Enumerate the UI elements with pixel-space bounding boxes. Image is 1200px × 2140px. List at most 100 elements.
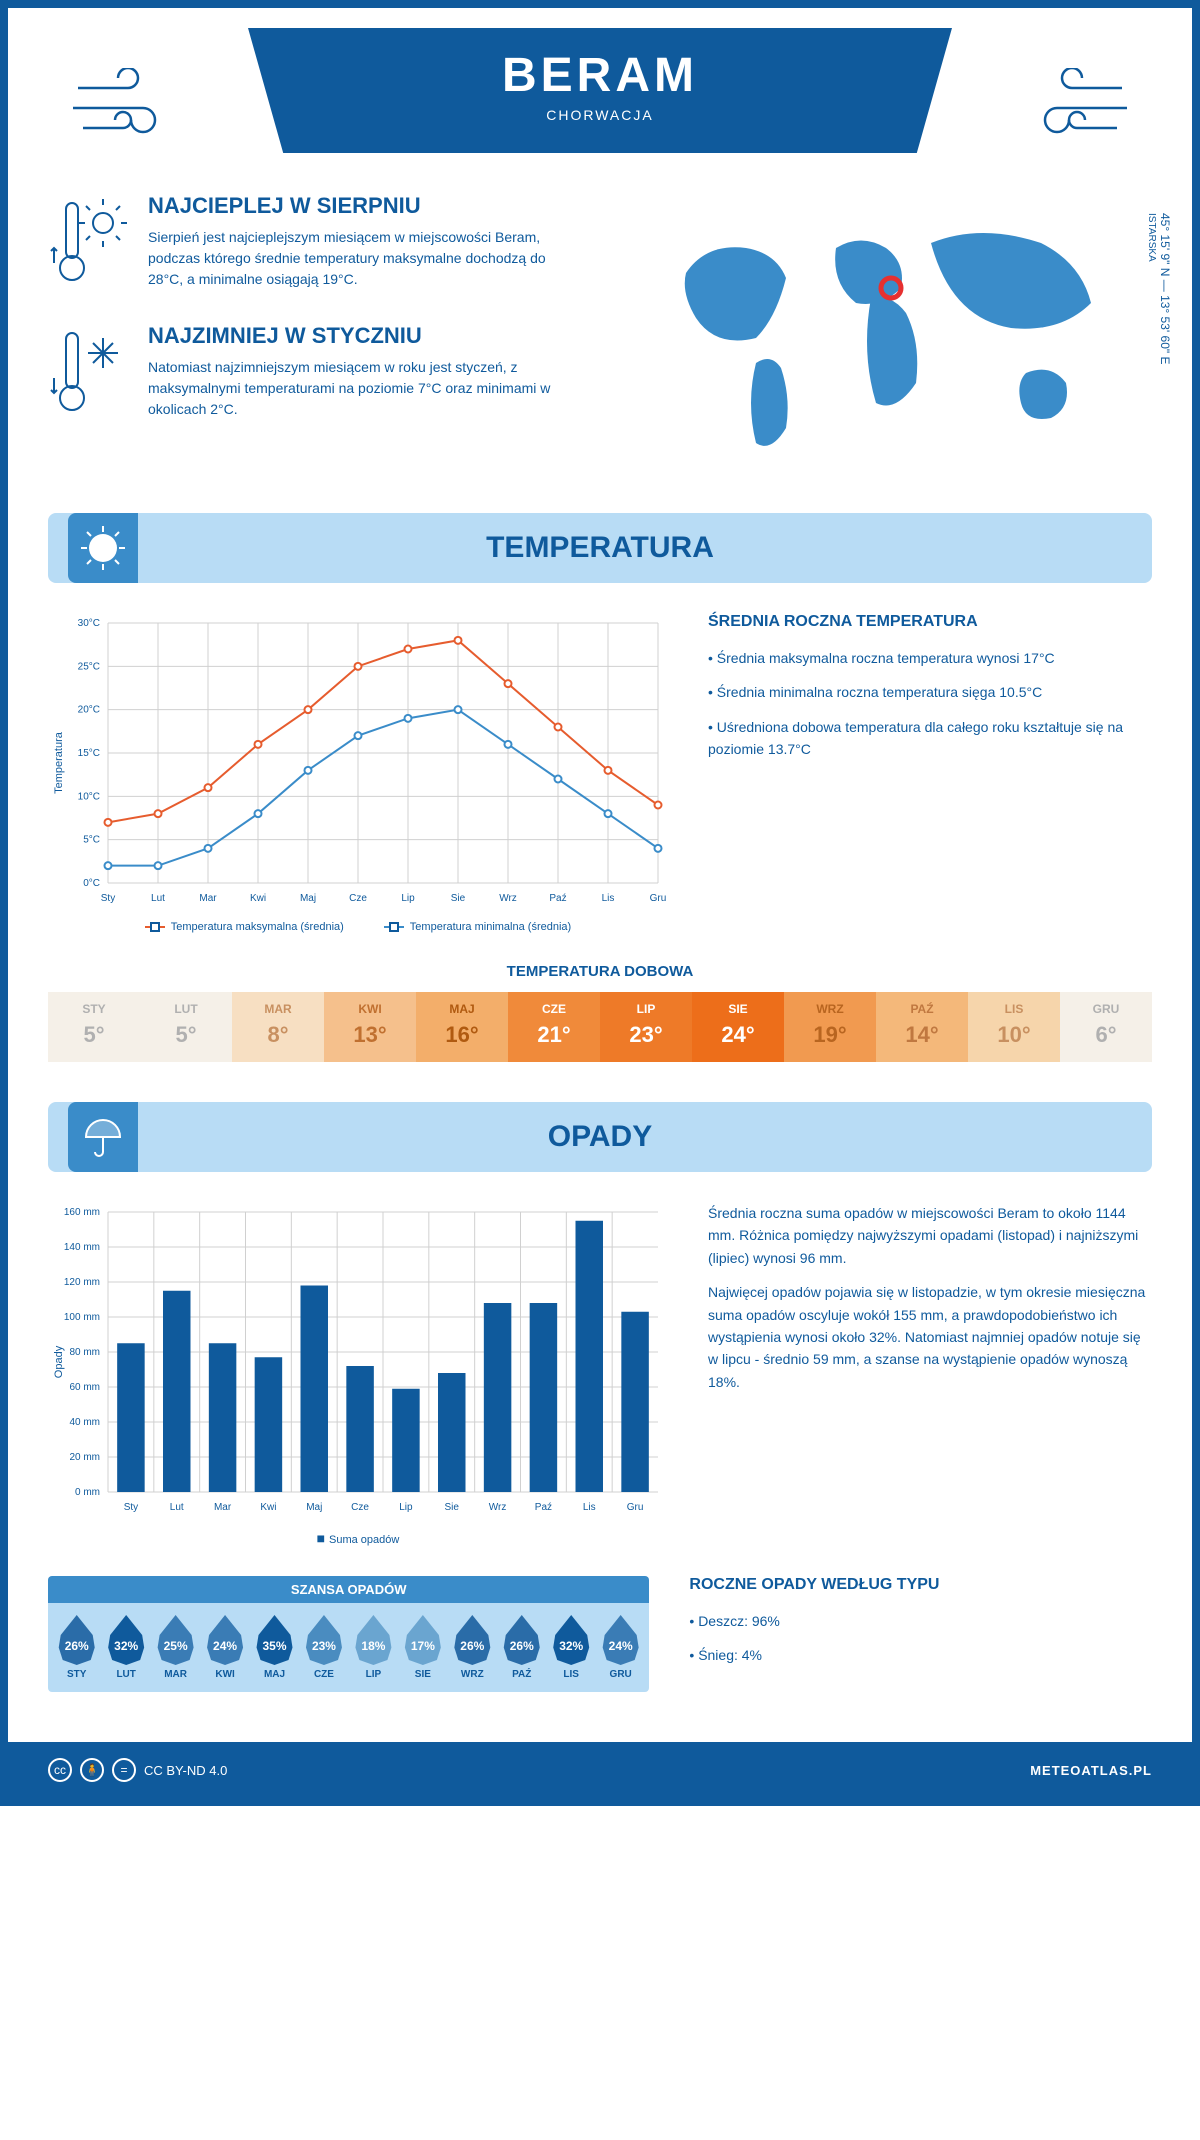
precip-chance-cell: 18%LIP bbox=[351, 1615, 396, 1680]
coldest-text: Natomiast najzimniejszym miesiącem w rok… bbox=[148, 357, 580, 420]
svg-text:60 mm: 60 mm bbox=[69, 1382, 100, 1393]
daily-temp-cell: WRZ19° bbox=[784, 992, 876, 1062]
sun-icon bbox=[68, 513, 138, 583]
svg-text:Mar: Mar bbox=[199, 893, 217, 904]
daily-temp-cell: GRU6° bbox=[1060, 992, 1152, 1062]
svg-text:Lut: Lut bbox=[170, 1502, 184, 1513]
svg-text:Gru: Gru bbox=[627, 1502, 644, 1513]
svg-text:Lut: Lut bbox=[151, 893, 165, 904]
wind-deco-left-icon bbox=[68, 68, 178, 148]
svg-text:40 mm: 40 mm bbox=[69, 1417, 100, 1428]
svg-text:20°C: 20°C bbox=[78, 705, 100, 716]
svg-text:Wrz: Wrz bbox=[499, 893, 517, 904]
umbrella-icon bbox=[68, 1102, 138, 1172]
thermometer-snow-icon bbox=[48, 323, 128, 423]
precip-legend: Suma opadów bbox=[48, 1530, 668, 1546]
location-title: BERAM bbox=[248, 48, 952, 103]
precip-chance-cell: 26%STY bbox=[54, 1615, 99, 1680]
daily-temp-cell: CZE21° bbox=[508, 992, 600, 1062]
svg-text:Sie: Sie bbox=[445, 1502, 460, 1513]
nd-icon: = bbox=[112, 1758, 136, 1782]
daily-temp-header: TEMPERATURA DOBOWA bbox=[48, 963, 1152, 980]
by-icon: 🧍 bbox=[80, 1758, 104, 1782]
precip-chance-cell: 24%KWI bbox=[202, 1615, 247, 1680]
svg-text:Lis: Lis bbox=[583, 1502, 596, 1513]
temperature-section-header: TEMPERATURA bbox=[48, 513, 1152, 583]
country-subtitle: CHORWACJA bbox=[248, 107, 952, 123]
coldest-fact: NAJZIMNIEJ W STYCZNIU Natomiast najzimni… bbox=[48, 323, 580, 423]
precip-chance-grid: 26%STY32%LUT25%MAR24%KWI35%MAJ23%CZE18%L… bbox=[48, 1603, 649, 1692]
warmest-fact: NAJCIEPLEJ W SIERPNIU Sierpień jest najc… bbox=[48, 193, 580, 293]
svg-text:30°C: 30°C bbox=[78, 618, 100, 629]
coldest-title: NAJZIMNIEJ W STYCZNIU bbox=[148, 323, 580, 349]
daily-temp-cell: STY5° bbox=[48, 992, 140, 1062]
svg-text:80 mm: 80 mm bbox=[69, 1347, 100, 1358]
precip-type: ROCZNE OPADY WEDŁUG TYPU Deszcz: 96%Śnie… bbox=[689, 1576, 1152, 1692]
precip-chance-header: SZANSA OPADÓW bbox=[48, 1576, 649, 1603]
page-footer: cc 🧍 = CC BY-ND 4.0 METEOATLAS.PL bbox=[8, 1742, 1192, 1798]
precip-chance-cell: 24%GRU bbox=[598, 1615, 643, 1680]
temp-annual-text: ŚREDNIA ROCZNA TEMPERATURA Średnia maksy… bbox=[708, 613, 1152, 933]
cc-icon: cc bbox=[48, 1758, 72, 1782]
svg-text:25°C: 25°C bbox=[78, 661, 100, 672]
daily-temp-cell: KWI13° bbox=[324, 992, 416, 1062]
svg-text:Maj: Maj bbox=[306, 1502, 322, 1513]
temperature-line-chart: 0°C5°C10°C15°C20°C25°C30°CStyLutMarKwiMa… bbox=[48, 613, 668, 933]
svg-text:160 mm: 160 mm bbox=[64, 1207, 100, 1218]
world-map: 45° 15' 9" N — 13° 53' 60" E ISTARSKA bbox=[620, 193, 1152, 473]
warmest-text: Sierpień jest najcieplejszym miesiącem w… bbox=[148, 227, 580, 290]
precip-chance-cell: 32%LIS bbox=[548, 1615, 593, 1680]
svg-text:10°C: 10°C bbox=[78, 791, 100, 802]
svg-text:Sty: Sty bbox=[124, 1502, 138, 1513]
svg-text:Cze: Cze bbox=[351, 1502, 369, 1513]
svg-text:Wrz: Wrz bbox=[489, 1502, 507, 1513]
svg-text:Sie: Sie bbox=[451, 893, 466, 904]
temp-chart-legend: Temperatura maksymalna (średnia) Tempera… bbox=[48, 921, 668, 933]
precip-chance-cell: 26%WRZ bbox=[450, 1615, 495, 1680]
precip-bar-chart: 0 mm 20 mm 40 mm 60 mm 80 mm 100 mm 120 mm 140 … bbox=[48, 1202, 668, 1546]
precip-chance-cell: 25%MAR bbox=[153, 1615, 198, 1680]
daily-temp-table: STY5°LUT5°MAR8°KWI13°MAJ16°CZE21°LIP23°S… bbox=[48, 992, 1152, 1062]
svg-text:140 mm: 140 mm bbox=[64, 1242, 100, 1253]
license-badge: cc 🧍 = CC BY-ND 4.0 bbox=[48, 1758, 227, 1782]
daily-temp-cell: MAR8° bbox=[232, 992, 324, 1062]
warmest-title: NAJCIEPLEJ W SIERPNIU bbox=[148, 193, 580, 219]
precip-chance-cell: 32%LUT bbox=[103, 1615, 148, 1680]
svg-text:Maj: Maj bbox=[300, 893, 316, 904]
svg-text:Lip: Lip bbox=[399, 1502, 413, 1513]
svg-text:15°C: 15°C bbox=[78, 748, 100, 759]
svg-text:20 mm: 20 mm bbox=[69, 1452, 100, 1463]
svg-text:Lip: Lip bbox=[401, 893, 415, 904]
svg-text:Gru: Gru bbox=[650, 893, 667, 904]
precip-section-header: OPADY bbox=[48, 1102, 1152, 1172]
svg-text:100 mm: 100 mm bbox=[64, 1312, 100, 1323]
svg-text:Paź: Paź bbox=[535, 1502, 552, 1513]
thermometer-sun-icon bbox=[48, 193, 128, 293]
precip-chance-cell: 26%PAŹ bbox=[499, 1615, 544, 1680]
site-name: METEOATLAS.PL bbox=[1030, 1763, 1152, 1778]
daily-temp-cell: PAŹ14° bbox=[876, 992, 968, 1062]
page-header: BERAM CHORWACJA bbox=[248, 28, 952, 153]
precip-chance-cell: 17%SIE bbox=[400, 1615, 445, 1680]
svg-text:Kwi: Kwi bbox=[260, 1502, 276, 1513]
svg-text:0 mm: 0 mm bbox=[75, 1487, 100, 1498]
daily-temp-cell: LIS10° bbox=[968, 992, 1060, 1062]
daily-temp-cell: MAJ16° bbox=[416, 992, 508, 1062]
coordinates: 45° 15' 9" N — 13° 53' 60" E ISTARSKA bbox=[1144, 213, 1172, 364]
svg-text:120 mm: 120 mm bbox=[64, 1277, 100, 1288]
svg-text:Opady: Opady bbox=[53, 1345, 65, 1378]
precip-chance-cell: 35%MAJ bbox=[252, 1615, 297, 1680]
svg-text:Sty: Sty bbox=[101, 893, 115, 904]
daily-temp-cell: SIE24° bbox=[692, 992, 784, 1062]
precip-text: Średnia roczna suma opadów w miejscowośc… bbox=[708, 1202, 1152, 1546]
svg-text:Paź: Paź bbox=[549, 893, 566, 904]
precip-chance-cell: 23%CZE bbox=[301, 1615, 346, 1680]
daily-temp-cell: LUT5° bbox=[140, 992, 232, 1062]
wind-deco-right-icon bbox=[1022, 68, 1132, 148]
svg-text:Mar: Mar bbox=[214, 1502, 232, 1513]
svg-text:Cze: Cze bbox=[349, 893, 367, 904]
svg-text:0°C: 0°C bbox=[83, 878, 100, 889]
svg-text:5°C: 5°C bbox=[83, 835, 100, 846]
svg-text:Temperatura: Temperatura bbox=[53, 731, 65, 794]
daily-temp-cell: LIP23° bbox=[600, 992, 692, 1062]
